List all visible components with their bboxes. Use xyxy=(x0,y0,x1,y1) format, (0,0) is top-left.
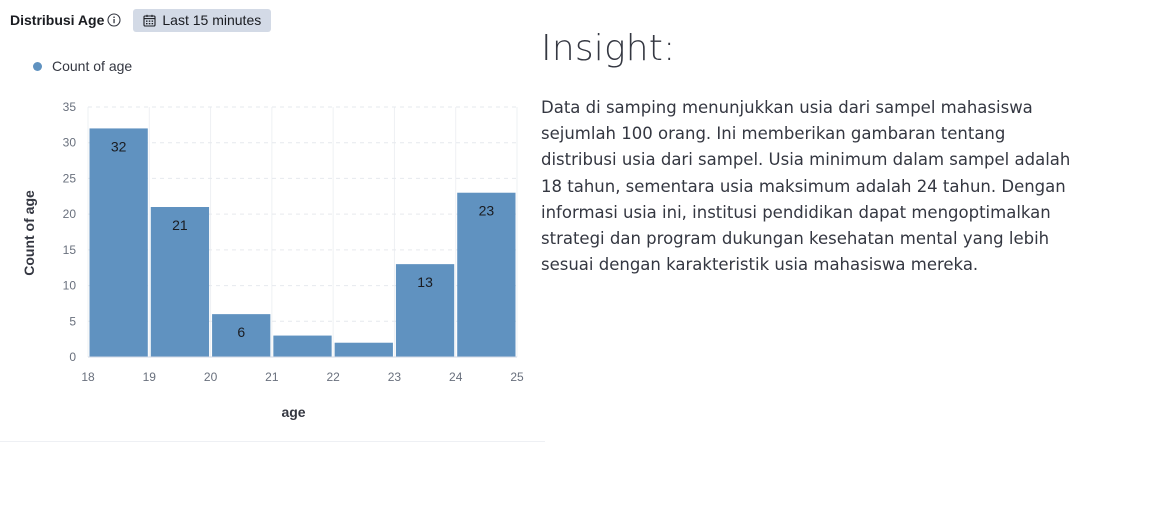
x-tick-label: 21 xyxy=(265,370,279,384)
bar-value-label: 13 xyxy=(417,274,433,290)
y-tick-label: 35 xyxy=(63,100,77,114)
x-tick-label: 24 xyxy=(449,370,463,384)
y-tick-label: 0 xyxy=(69,350,76,364)
x-tick-label: 20 xyxy=(204,370,218,384)
age-histogram-chart: 32 21 6 13 23 0 5 10 15 20 25 30 35 18 19 20 21 22 23 24 25 a… xyxy=(21,100,524,420)
time-range-label: Last 15 minutes xyxy=(162,12,262,28)
x-tick-label: 23 xyxy=(388,370,402,384)
y-tick-label: 30 xyxy=(63,136,77,150)
histogram-bar xyxy=(212,314,271,357)
x-tick-label: 19 xyxy=(143,370,157,384)
legend-swatch xyxy=(33,61,42,71)
x-tick-label: 18 xyxy=(81,370,95,384)
bar-value-label: 21 xyxy=(172,217,188,233)
y-tick-label: 10 xyxy=(63,279,77,293)
x-tick-label: 25 xyxy=(510,370,524,384)
bar-value-label: 23 xyxy=(479,203,495,219)
legend-label: Count of age xyxy=(52,58,133,74)
chart-legend[interactable]: Count of age xyxy=(33,58,132,74)
y-tick-label: 20 xyxy=(63,207,77,221)
calendar-icon xyxy=(143,14,156,27)
panel-header: Distribusi Age Last 15 minutes xyxy=(10,8,272,32)
histogram-bar xyxy=(273,335,332,357)
histogram-bar xyxy=(395,264,455,357)
y-axis-title: Count of age xyxy=(21,190,37,276)
y-tick-label: 5 xyxy=(69,314,76,328)
x-axis-title: age xyxy=(281,404,305,420)
histogram-bar xyxy=(334,342,393,357)
y-tick-label: 25 xyxy=(63,171,77,185)
insight-text: Data di samping menunjukkan usia dari sa… xyxy=(541,98,1071,275)
info-icon[interactable] xyxy=(107,13,121,27)
y-tick-label: 15 xyxy=(63,243,77,257)
x-tick-label: 22 xyxy=(326,370,340,384)
histogram-bar xyxy=(150,207,210,357)
bar-value-label: 6 xyxy=(237,324,245,340)
panel-divider xyxy=(0,441,545,442)
insight-title: Insight: xyxy=(541,28,676,69)
histogram-bar xyxy=(457,192,516,357)
bar-value-label: 32 xyxy=(111,138,127,154)
histogram-bar xyxy=(89,128,148,357)
time-range-badge[interactable]: Last 15 minutes xyxy=(133,8,272,32)
panel-title: Distribusi Age xyxy=(10,12,105,28)
